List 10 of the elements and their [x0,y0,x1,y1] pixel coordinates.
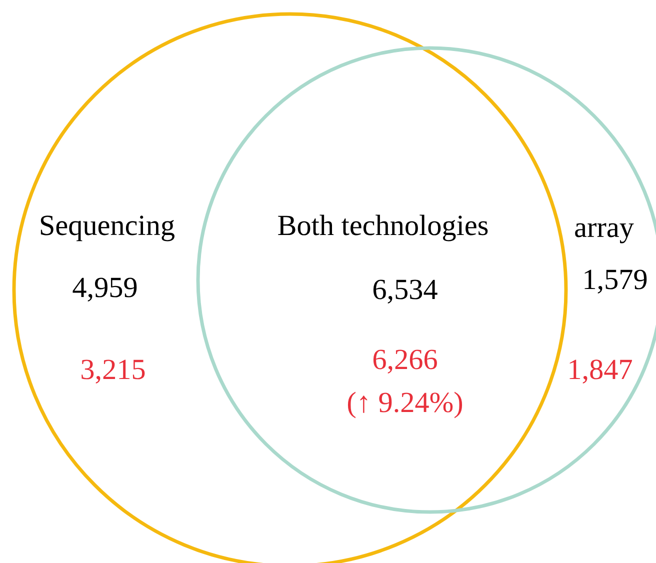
category-label: Sequencing [40,216,174,242]
data-label: 1,847 [570,360,632,384]
category-label: array [575,223,634,244]
data-label: 4,959 [72,278,137,302]
category-label: Both technologies [278,214,488,242]
data-label: 1,579 [584,270,647,294]
data-label: 3,215 [82,360,145,384]
data-label: 6,534 [373,280,438,304]
data-label: 6,266 [373,350,437,374]
text: (↑ 9.24%) [348,392,462,418]
